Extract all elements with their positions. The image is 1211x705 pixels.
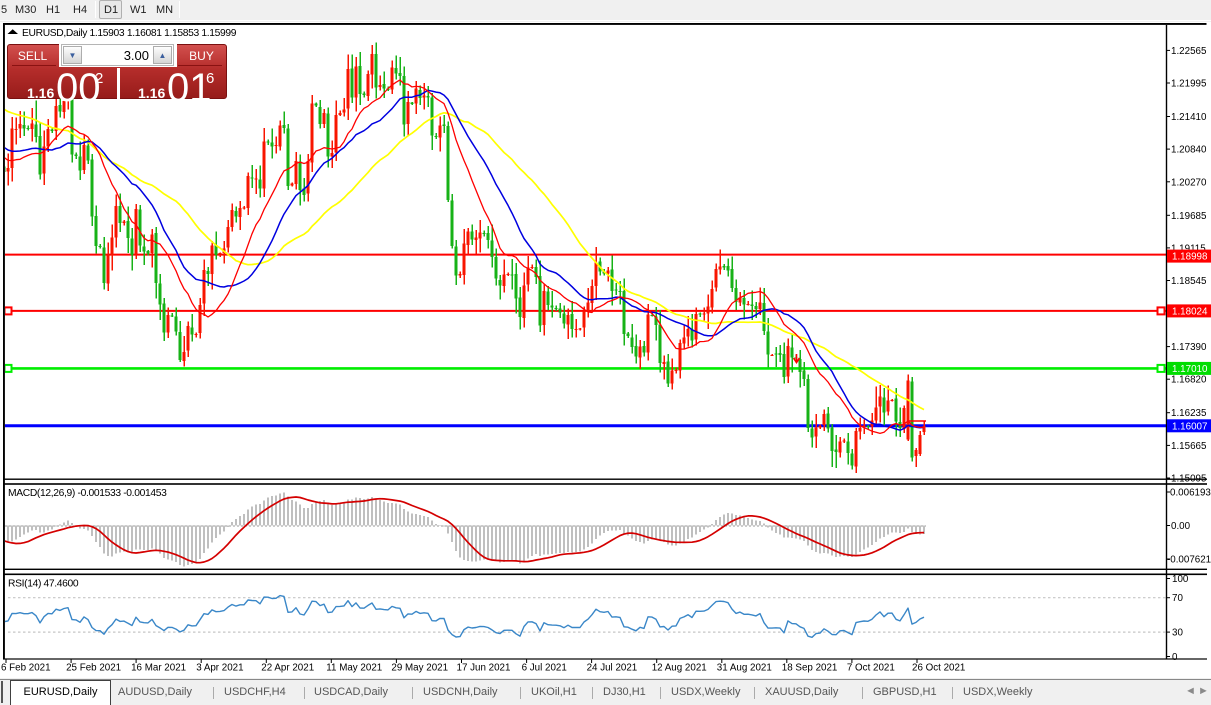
- svg-text:6 Jul 2021: 6 Jul 2021: [522, 663, 567, 674]
- svg-text:1.21410: 1.21410: [1171, 112, 1207, 123]
- svg-text:1.16820: 1.16820: [1171, 375, 1207, 386]
- svg-text:1.17010: 1.17010: [1172, 364, 1208, 375]
- svg-text:22 Apr 2021: 22 Apr 2021: [261, 663, 314, 674]
- svg-text:0.006193: 0.006193: [1170, 488, 1211, 499]
- svg-text:3 Apr 2021: 3 Apr 2021: [196, 663, 243, 674]
- svg-text:12 Aug 2021: 12 Aug 2021: [652, 663, 707, 674]
- svg-text:1.16007: 1.16007: [1172, 421, 1207, 432]
- svg-text:1.15095: 1.15095: [1171, 474, 1207, 485]
- svg-text:1.20840: 1.20840: [1171, 145, 1207, 156]
- svg-text:EURUSD,Daily 1.15903 1.16081: EURUSD,Daily 1.15903 1.16081 1.15853 1.1…: [22, 28, 237, 39]
- svg-text:17 Jun 2021: 17 Jun 2021: [457, 663, 511, 674]
- svg-text:30: 30: [1172, 628, 1183, 639]
- svg-text:24 Jul 2021: 24 Jul 2021: [587, 663, 638, 674]
- svg-text:1.19115: 1.19115: [1171, 243, 1206, 254]
- svg-text:100: 100: [1172, 574, 1189, 585]
- svg-text:-0.007621: -0.007621: [1167, 555, 1211, 566]
- svg-text:18 Sep 2021: 18 Sep 2021: [782, 663, 838, 674]
- svg-text:11 May 2021: 11 May 2021: [326, 663, 382, 674]
- svg-text:1.16235: 1.16235: [1171, 408, 1207, 419]
- svg-text:1.18024: 1.18024: [1172, 306, 1208, 317]
- svg-text:31 Aug 2021: 31 Aug 2021: [717, 663, 772, 674]
- svg-text:0.00: 0.00: [1171, 521, 1191, 532]
- svg-text:RSI(14) 47.4600: RSI(14) 47.4600: [8, 579, 79, 590]
- svg-text:MACD(12,26,9) -0.001533 -0.001: MACD(12,26,9) -0.001533 -0.001453: [8, 488, 167, 499]
- svg-text:1.19685: 1.19685: [1171, 211, 1207, 222]
- svg-text:16 Mar 2021: 16 Mar 2021: [131, 663, 186, 674]
- svg-text:26 Oct 2021: 26 Oct 2021: [912, 663, 965, 674]
- svg-text:6 Feb 2021: 6 Feb 2021: [1, 663, 51, 674]
- svg-text:1.15665: 1.15665: [1171, 441, 1207, 452]
- svg-text:0: 0: [1172, 652, 1178, 663]
- svg-text:1.20270: 1.20270: [1171, 177, 1207, 188]
- svg-text:25 Feb 2021: 25 Feb 2021: [66, 663, 121, 674]
- svg-text:29 May 2021: 29 May 2021: [391, 663, 448, 674]
- svg-text:1.21995: 1.21995: [1171, 79, 1207, 90]
- svg-text:7 Oct 2021: 7 Oct 2021: [847, 663, 895, 674]
- svg-text:1.22565: 1.22565: [1171, 46, 1207, 57]
- svg-text:1.18545: 1.18545: [1171, 276, 1207, 287]
- svg-text:70: 70: [1172, 593, 1183, 604]
- svg-text:1.18998: 1.18998: [1172, 252, 1208, 263]
- svg-text:1.17390: 1.17390: [1171, 342, 1207, 353]
